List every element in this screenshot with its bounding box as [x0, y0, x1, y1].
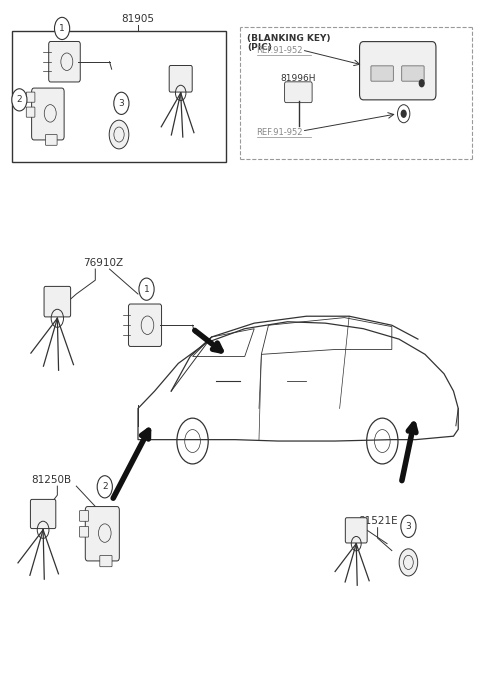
FancyBboxPatch shape	[30, 499, 56, 528]
FancyBboxPatch shape	[169, 66, 192, 92]
Text: 81250B: 81250B	[31, 475, 72, 484]
FancyBboxPatch shape	[44, 287, 71, 317]
FancyBboxPatch shape	[32, 88, 64, 140]
Text: 81521E: 81521E	[359, 517, 398, 526]
FancyBboxPatch shape	[285, 82, 312, 103]
Circle shape	[55, 17, 70, 40]
Text: 3: 3	[119, 99, 124, 108]
FancyBboxPatch shape	[360, 42, 436, 100]
Circle shape	[399, 549, 418, 576]
Text: (PIC): (PIC)	[247, 43, 272, 52]
FancyBboxPatch shape	[129, 304, 162, 347]
Circle shape	[139, 278, 154, 301]
FancyBboxPatch shape	[26, 107, 35, 117]
Circle shape	[401, 515, 416, 538]
FancyBboxPatch shape	[85, 507, 120, 561]
Circle shape	[109, 120, 129, 149]
Text: REF.91-952: REF.91-952	[257, 128, 303, 136]
Text: 2: 2	[17, 95, 22, 104]
Circle shape	[97, 476, 112, 498]
FancyBboxPatch shape	[100, 556, 112, 567]
Circle shape	[114, 92, 129, 115]
Text: REF.91-952: REF.91-952	[257, 46, 303, 55]
Text: 81905: 81905	[121, 13, 155, 24]
Text: 3: 3	[406, 522, 411, 531]
FancyBboxPatch shape	[80, 526, 89, 537]
FancyBboxPatch shape	[46, 134, 57, 145]
FancyBboxPatch shape	[48, 41, 80, 82]
Text: 81996H: 81996H	[280, 73, 316, 82]
Circle shape	[401, 110, 406, 117]
Circle shape	[12, 89, 27, 111]
Text: (BLANKING KEY): (BLANKING KEY)	[247, 34, 331, 43]
Text: 1: 1	[59, 24, 65, 33]
Circle shape	[397, 105, 410, 123]
Circle shape	[420, 80, 424, 87]
FancyBboxPatch shape	[12, 31, 226, 162]
FancyBboxPatch shape	[80, 511, 89, 521]
FancyBboxPatch shape	[371, 66, 393, 81]
FancyBboxPatch shape	[402, 66, 424, 81]
FancyBboxPatch shape	[26, 92, 35, 102]
Text: 1: 1	[144, 284, 149, 294]
Text: 76910Z: 76910Z	[84, 258, 123, 268]
Text: 2: 2	[102, 482, 108, 491]
FancyBboxPatch shape	[345, 518, 367, 543]
